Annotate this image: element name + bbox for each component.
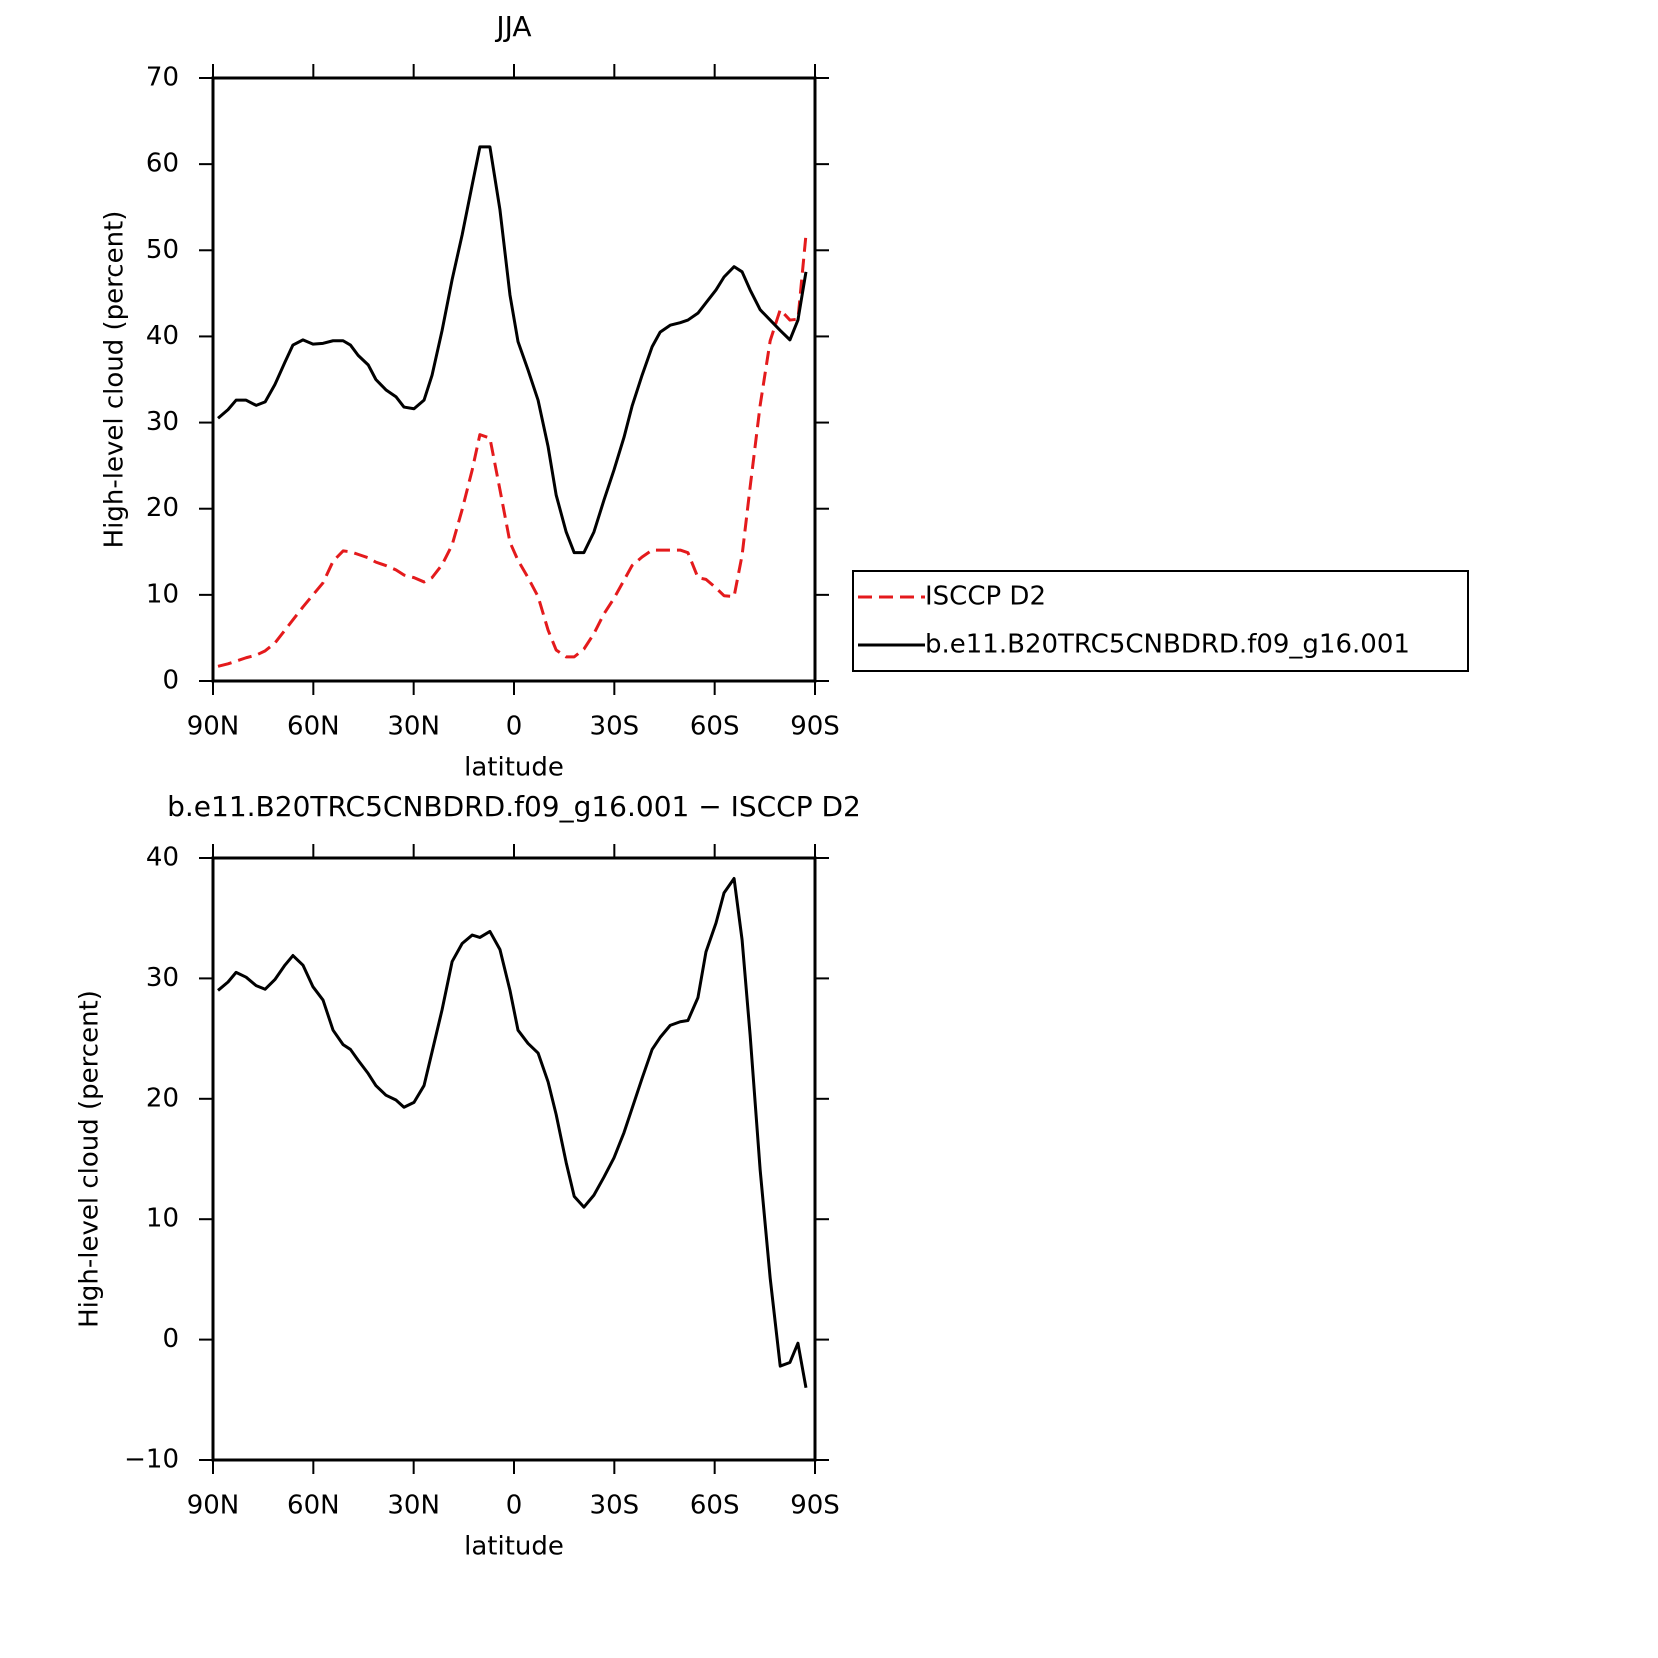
x-tick-label: 60S (690, 712, 740, 742)
x-tick-label: 90S (790, 1491, 840, 1521)
legend-box (852, 570, 1469, 672)
x-tick-label: 30S (590, 712, 640, 742)
y-tick-label: 10 (146, 1204, 179, 1234)
x-tick-label: 60N (287, 712, 340, 742)
x-tick-label: 30S (590, 1491, 640, 1521)
y-tick-label: 40 (146, 843, 179, 873)
y-tick-label: 0 (162, 666, 179, 696)
x-tick-label: 0 (506, 1491, 523, 1521)
x-tick-label: 30N (387, 1491, 440, 1521)
x-axis-label: latitude (464, 753, 564, 783)
plot-frame (211, 76, 817, 683)
x-tick-label: 90S (790, 712, 840, 742)
y-tick-label: 30 (146, 963, 179, 993)
y-axis-label: High-level cloud (percent) (100, 211, 130, 549)
y-tick-label: 20 (146, 493, 179, 523)
x-tick-label: 90N (187, 1491, 240, 1521)
x-tick-label: 60S (690, 1491, 740, 1521)
data-line (217, 234, 808, 668)
chart-title: b.e11.B20TRC5CNBDRD.f09_g16.001 − ISCCP … (167, 790, 861, 823)
y-tick-label: 10 (146, 579, 179, 609)
x-axis-label: latitude (464, 1532, 564, 1562)
legend-label: b.e11.B20TRC5CNBDRD.f09_g16.001 (925, 630, 1410, 660)
chart-title: JJA (494, 10, 531, 43)
x-tick-label: 0 (506, 712, 523, 742)
data-line (217, 876, 808, 1389)
plot-frame (211, 856, 817, 1462)
y-tick-label: 60 (146, 149, 179, 179)
legend-label: ISCCP D2 (925, 582, 1046, 612)
y-tick-label: 50 (146, 235, 179, 265)
y-axis-label: High-level cloud (percent) (75, 990, 105, 1328)
y-tick-label: 70 (146, 63, 179, 93)
y-tick-label: 30 (146, 407, 179, 437)
x-tick-label: 90N (187, 712, 240, 742)
y-tick-label: 40 (146, 321, 179, 351)
y-tick-label: 20 (146, 1083, 179, 1113)
y-tick-label: 0 (162, 1324, 179, 1354)
y-tick-label: −10 (124, 1445, 179, 1475)
x-tick-label: 60N (287, 1491, 340, 1521)
data-line (217, 145, 808, 555)
x-tick-label: 30N (387, 712, 440, 742)
